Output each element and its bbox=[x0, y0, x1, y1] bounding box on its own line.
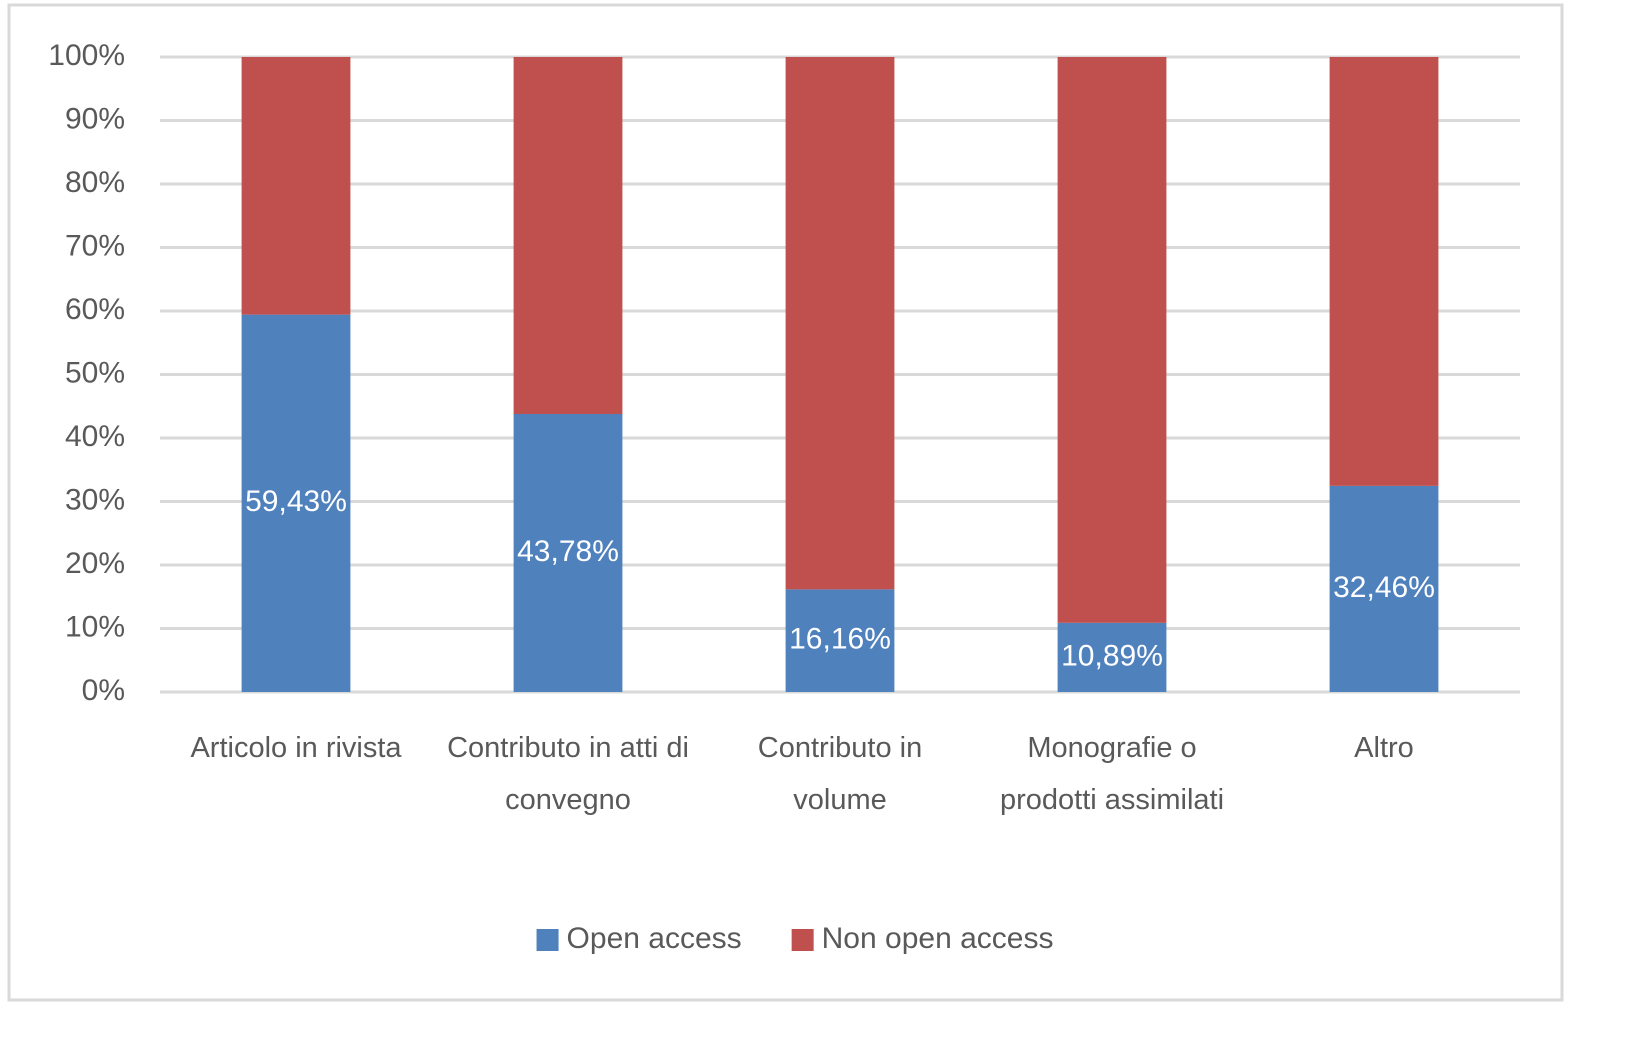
bar-segment bbox=[241, 57, 351, 315]
y-tick-label: 20% bbox=[65, 547, 125, 580]
bar-segment bbox=[241, 314, 351, 692]
bar-segment bbox=[1329, 57, 1439, 486]
y-tick-label: 80% bbox=[65, 166, 125, 199]
y-tick-label: 10% bbox=[65, 610, 125, 643]
bar-segment bbox=[1057, 622, 1167, 692]
y-tick-label: 40% bbox=[65, 420, 125, 453]
bar-segment bbox=[1329, 485, 1439, 692]
x-tick-label: Monografie o prodotti assimilati bbox=[999, 732, 1225, 816]
legend-label: Non open access bbox=[822, 922, 1054, 955]
y-tick-label: 0% bbox=[82, 674, 125, 707]
y-tick-label: 90% bbox=[65, 102, 125, 135]
legend-label: Open access bbox=[567, 922, 742, 955]
data-label: 16,16% bbox=[789, 623, 891, 656]
bar-segment bbox=[513, 413, 623, 692]
x-tick-label: Contributo in volume bbox=[757, 732, 923, 816]
y-tick-label: 50% bbox=[65, 356, 125, 389]
legend-swatch bbox=[536, 929, 559, 951]
data-label: 32,46% bbox=[1333, 571, 1435, 604]
data-label: 10,89% bbox=[1061, 639, 1163, 672]
legend-swatch bbox=[791, 929, 814, 951]
y-tick-label: 30% bbox=[65, 483, 125, 516]
y-tick-label: 70% bbox=[65, 229, 125, 262]
bar-segment bbox=[513, 57, 623, 414]
bar-segment bbox=[785, 57, 895, 590]
x-tick-label: Altro bbox=[1354, 732, 1414, 764]
data-label: 43,78% bbox=[517, 535, 619, 568]
data-label: 59,43% bbox=[245, 485, 347, 518]
x-tick-label: Articolo in rivista bbox=[190, 732, 402, 764]
y-tick-label: 60% bbox=[65, 293, 125, 326]
bar-segment bbox=[1057, 57, 1167, 623]
x-tick-label: Contributo in atti di convegno bbox=[447, 732, 689, 816]
bar-segment bbox=[785, 589, 895, 692]
y-tick-label: 100% bbox=[48, 39, 125, 72]
